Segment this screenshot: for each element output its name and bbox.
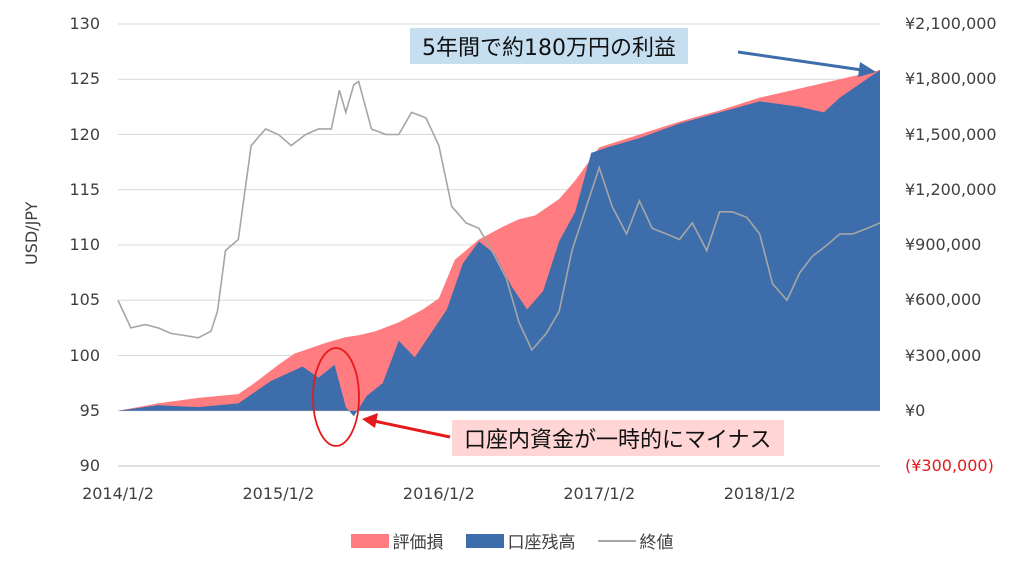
right-axis-tick: ¥900,000	[905, 235, 982, 254]
legend-swatch-balance	[465, 533, 504, 548]
right-axis-tick: ¥600,000	[905, 290, 982, 310]
x-axis-tick: 2016/1/2	[402, 484, 475, 503]
legend-label-close: 終値	[639, 533, 674, 553]
legend-item-close: 終値	[597, 528, 674, 553]
x-axis-tick: 2017/1/2	[563, 484, 636, 503]
negative-arrow-head	[362, 413, 378, 428]
legend-swatch-loss	[350, 533, 389, 548]
x-axis-tick: 2015/1/2	[242, 484, 315, 503]
left-axis-tick: 130	[69, 14, 100, 33]
profit-arrow-shaft	[737, 50, 863, 72]
y-axis-label-left: USD/JPY	[22, 201, 41, 265]
legend-swatch-close	[597, 539, 636, 542]
left-axis-tick: 120	[69, 124, 100, 144]
right-axis-tick: ¥0	[905, 400, 926, 420]
left-axis-tick: 90	[79, 456, 100, 475]
left-axis-tick: 115	[69, 179, 100, 199]
left-axis-tick: 125	[69, 69, 100, 89]
negative-balance-ellipse	[312, 347, 360, 447]
right-axis-tick: ¥1,500,000	[905, 124, 997, 144]
negative-arrow-shaft	[373, 419, 451, 439]
profit-arrow-head	[858, 62, 876, 77]
callout-negative-balance: 口座内資金が一時的にマイナス	[452, 420, 784, 456]
close-price-line	[117, 80, 881, 352]
callout-profit: 5年間で約180万円の利益	[410, 28, 688, 64]
left-axis-tick: 110	[69, 235, 100, 254]
area-balance-series	[118, 70, 880, 417]
right-axis-tick: ¥1,200,000	[905, 179, 997, 199]
left-axis-tick: 105	[69, 290, 100, 310]
legend-item-loss: 評価損	[350, 528, 444, 553]
legend-label-loss: 評価損	[392, 533, 444, 553]
legend: 評価損 口座残高 終値	[0, 528, 1024, 553]
left-axis-tick: 95	[79, 400, 100, 420]
legend-label-balance: 口座残高	[507, 533, 576, 553]
x-axis-tick: 2018/1/2	[723, 484, 796, 503]
right-axis-tick: ¥1,800,000	[905, 69, 997, 89]
right-axis-tick: ¥2,100,000	[905, 14, 997, 33]
right-axis-tick: (¥300,000)	[905, 456, 994, 475]
legend-item-balance: 口座残高	[465, 528, 576, 553]
left-axis-tick: 100	[69, 345, 100, 365]
right-axis-tick: ¥300,000	[905, 345, 982, 365]
x-axis-tick: 2014/1/2	[82, 484, 154, 503]
